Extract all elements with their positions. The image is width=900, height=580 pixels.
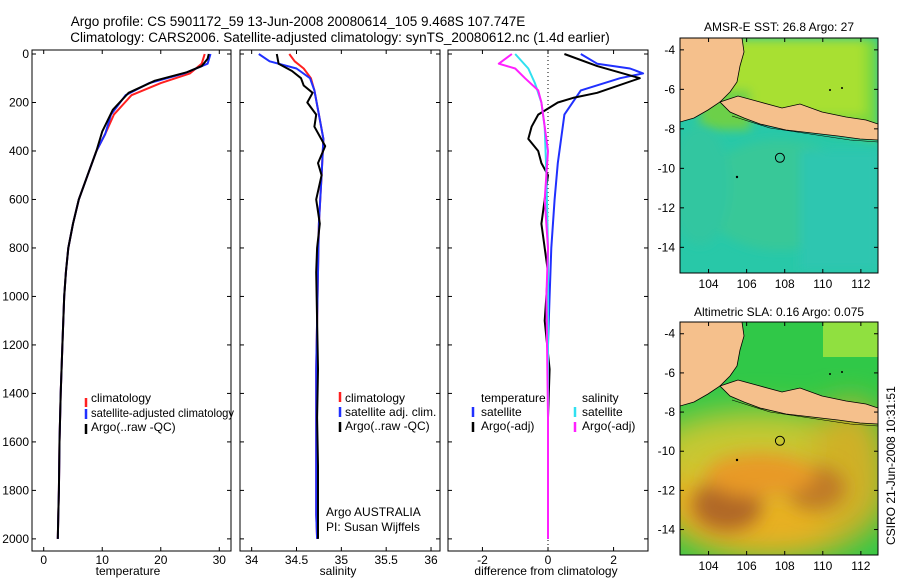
series-line-satellite-adjusted-climatology bbox=[56, 53, 212, 539]
y-tick-label: 1200 bbox=[2, 338, 29, 352]
x-tick-label: -2 bbox=[477, 553, 488, 567]
temperature-panel: 0 10 20 30 0 200 400 600 800 1000 1200 1400 1600 1800… bbox=[2, 47, 234, 578]
x-tick-label: 0 bbox=[40, 553, 47, 567]
series-line-argo-raw-qc- bbox=[275, 53, 327, 539]
map-x-tick-label: 108 bbox=[775, 277, 795, 291]
y-tick-label: 1400 bbox=[2, 386, 29, 400]
temperature-legend: climatology satellite-adjusted climatolo… bbox=[84, 391, 234, 434]
x-tick-label: 36 bbox=[424, 553, 438, 567]
temperature-xlabel: temperature bbox=[96, 564, 161, 578]
series-line-climatology bbox=[56, 53, 206, 539]
map-x-tick-label: 104 bbox=[699, 277, 719, 291]
x-tick-label: 20 bbox=[154, 553, 168, 567]
legend-satellite-adj: satellite adj. clim. bbox=[345, 405, 436, 419]
legend-sal-satellite: satellite bbox=[582, 405, 623, 419]
header-line2: Climatology: CARS2006. Satellite-adjuste… bbox=[70, 30, 610, 45]
map-x-tick-label: 112 bbox=[851, 559, 870, 573]
header-line1: Argo profile: CS 5901172_59 13-Jun-2008 … bbox=[71, 14, 526, 29]
salinity-panel: 34 34.5 35 35.5 36 salinity climatology sate… bbox=[239, 49, 441, 578]
salinity-axes-box bbox=[239, 49, 441, 552]
legend-temp-satellite: satellite bbox=[481, 405, 522, 419]
legend-argo: Argo(..raw -QC) bbox=[91, 420, 176, 434]
sst-map-title: AMSR-E SST: 26.8 Argo: 27 bbox=[704, 20, 854, 34]
y-tick-label: 600 bbox=[9, 192, 29, 206]
sla-map: Altimetric SLA: 0.16 Argo: 0.075 104 106 1… bbox=[658, 305, 879, 573]
y-tick-label: 0 bbox=[22, 47, 29, 61]
series-line-temperature-satellite bbox=[547, 53, 645, 539]
salinity-xlabel: salinity bbox=[320, 564, 357, 578]
annotation-pi: PI: Susan Wijffels bbox=[326, 520, 420, 534]
x-tick-label: 30 bbox=[213, 553, 227, 567]
map-y-tick-label: -10 bbox=[658, 444, 676, 458]
x-tick-label: 2 bbox=[610, 553, 617, 567]
y-tick-label: 200 bbox=[9, 95, 29, 109]
legend-sal-argo: Argo(-adj) bbox=[582, 419, 635, 433]
legend-argo: Argo(..raw -QC) bbox=[345, 419, 430, 433]
map-y-tick-label: -8 bbox=[664, 405, 675, 419]
series-line-temperature-argo-adj- bbox=[527, 53, 641, 539]
argo-float-marker bbox=[774, 435, 785, 446]
x-tick-label: 34 bbox=[245, 553, 259, 567]
map-y-tick-label: -14 bbox=[658, 523, 676, 537]
y-tick-label: 1600 bbox=[2, 435, 29, 449]
series-line-argo-raw-qc- bbox=[56, 53, 210, 539]
map-x-tick-label: 110 bbox=[813, 559, 832, 573]
x-tick-label: 35 bbox=[335, 553, 349, 567]
legend-salinity-header: salinity bbox=[582, 391, 619, 405]
difference-legend: temperature satellite Argo(-adj) salinit… bbox=[471, 391, 635, 433]
legend-climatology: climatology bbox=[345, 391, 405, 405]
difference-panel: -2 0 2 difference from climatology tempera… bbox=[447, 49, 649, 578]
x-tick-label: 10 bbox=[96, 553, 110, 567]
y-tick-label: 2000 bbox=[2, 532, 29, 546]
sst-field bbox=[680, 38, 878, 273]
map-y-tick-label: -14 bbox=[658, 240, 676, 254]
x-tick-label: 35.5 bbox=[375, 553, 399, 567]
map-y-tick-label: -12 bbox=[658, 201, 676, 215]
side-timestamp: CSIRO 21-Jun-2008 10:31:51 bbox=[884, 386, 898, 545]
map-y-tick-label: -12 bbox=[658, 483, 676, 497]
sst-map: AMSR-E SST: 26.8 Argo: 27 104 106 108 110 11… bbox=[658, 20, 879, 291]
map-x-tick-label: 106 bbox=[737, 277, 757, 291]
legend-temp-argo: Argo(-adj) bbox=[481, 419, 534, 433]
map-y-tick-label: -6 bbox=[664, 366, 675, 380]
map-frame bbox=[679, 321, 879, 556]
difference-xlabel: difference from climatology bbox=[474, 564, 617, 578]
x-tick-label: 34.5 bbox=[285, 553, 309, 567]
map-x-tick-label: 108 bbox=[775, 559, 795, 573]
legend-satellite-adjusted: satellite-adjusted climatology bbox=[91, 406, 234, 420]
sla-map-title: Altimetric SLA: 0.16 Argo: 0.075 bbox=[694, 305, 864, 319]
map-y-tick-label: -4 bbox=[664, 327, 675, 341]
map-y-tick-label: -6 bbox=[664, 82, 675, 96]
map-y-tick-label: -10 bbox=[658, 161, 676, 175]
y-tick-label: 800 bbox=[9, 241, 29, 255]
map-x-tick-label: 110 bbox=[813, 277, 832, 291]
y-tick-label: 400 bbox=[9, 144, 29, 158]
map-frame bbox=[679, 37, 879, 274]
temperature-axes-box bbox=[31, 49, 232, 552]
salinity-legend: climatology satellite adj. clim. Argo(..… bbox=[338, 391, 436, 433]
map-x-tick-label: 104 bbox=[699, 559, 719, 573]
map-y-tick-label: -4 bbox=[664, 43, 675, 57]
series-line-satellite-adj-clim- bbox=[258, 53, 325, 539]
map-x-tick-label: 106 bbox=[737, 559, 757, 573]
x-tick-label: 0 bbox=[545, 553, 552, 567]
map-y-tick-label: -8 bbox=[664, 122, 675, 136]
series-line-salinity-argo-adj- bbox=[497, 53, 549, 539]
sla-field bbox=[680, 322, 878, 555]
annotation-argo-australia: Argo AUSTRALIA bbox=[326, 505, 421, 519]
argo-float-marker bbox=[774, 152, 785, 163]
y-tick-label: 1800 bbox=[2, 483, 29, 497]
y-tick-label: 1000 bbox=[2, 289, 29, 303]
map-x-tick-label: 112 bbox=[851, 277, 870, 291]
legend-climatology: climatology bbox=[91, 391, 151, 405]
legend-temperature-header: temperature bbox=[481, 391, 546, 405]
